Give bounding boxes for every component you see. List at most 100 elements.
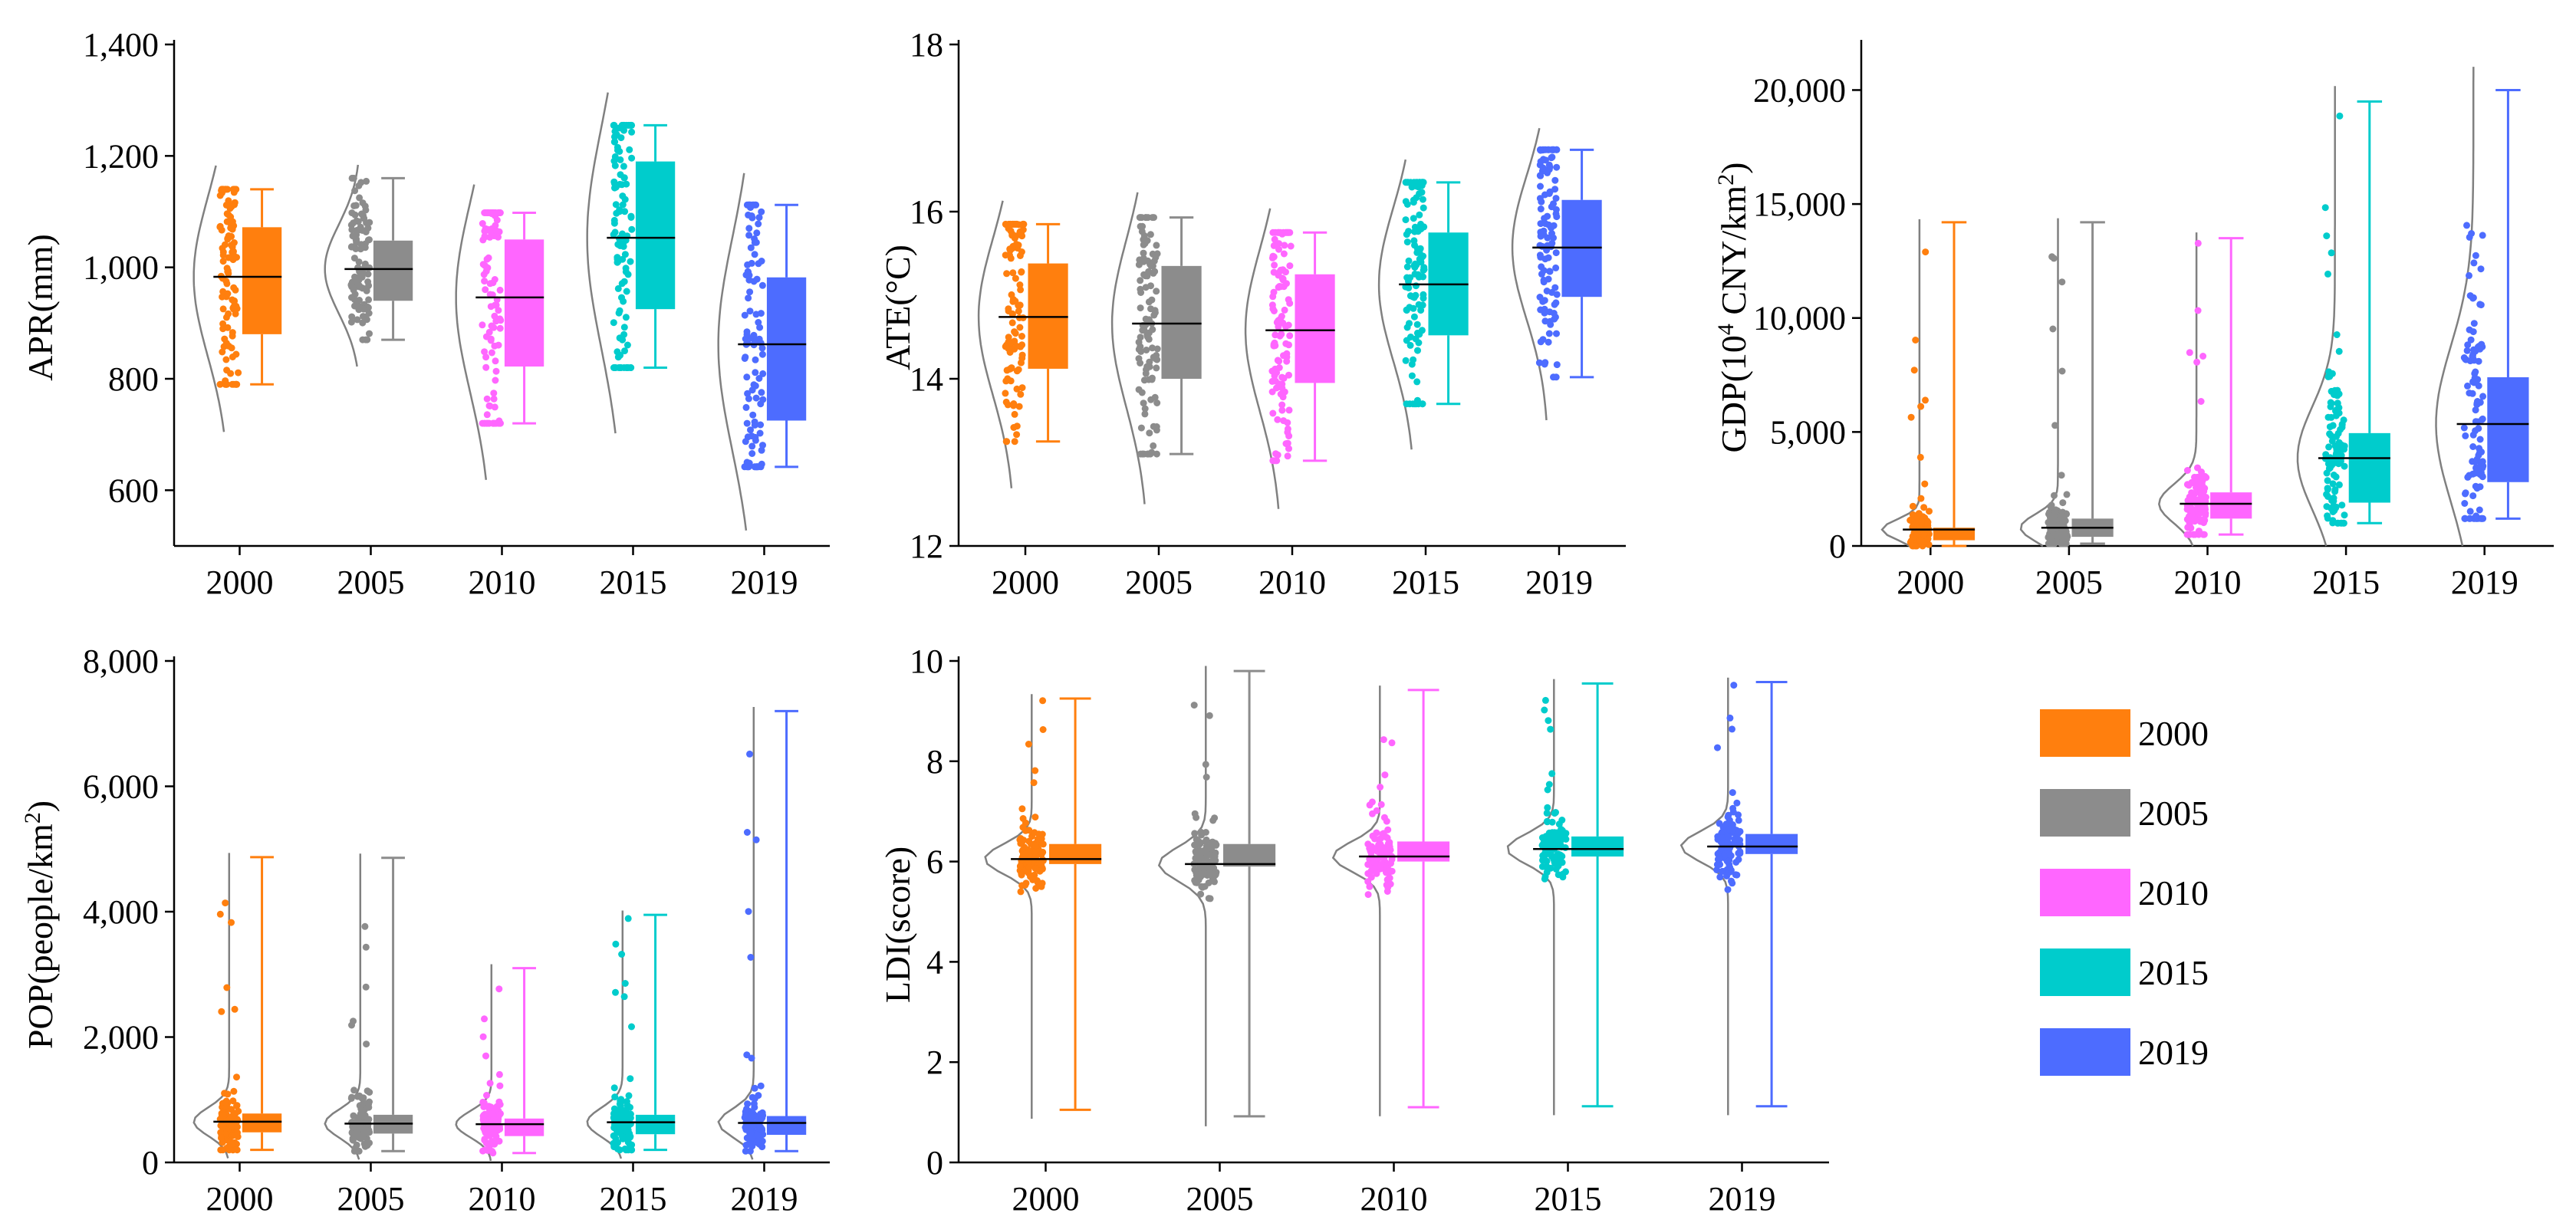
data-point xyxy=(480,271,488,278)
data-point xyxy=(2466,233,2473,241)
iqr-box xyxy=(1223,843,1276,867)
data-point xyxy=(2467,336,2475,344)
legend-label: 2019 xyxy=(2138,1033,2209,1072)
x-tick-label: 2015 xyxy=(600,1180,667,1218)
data-point xyxy=(482,286,489,294)
data-point xyxy=(1381,771,1389,779)
data-point xyxy=(1553,213,1561,221)
data-point xyxy=(1388,867,1396,875)
data-point xyxy=(1145,268,1153,275)
data-point xyxy=(2460,424,2468,432)
data-point xyxy=(1719,867,1726,875)
data-point xyxy=(1907,517,1914,524)
data-point xyxy=(2061,516,2068,524)
data-point xyxy=(232,380,239,388)
data-point xyxy=(1272,342,1279,350)
data-point xyxy=(365,296,373,304)
data-point xyxy=(2324,477,2331,485)
data-point xyxy=(751,1084,758,1092)
data-point xyxy=(354,264,362,271)
data-point xyxy=(1547,725,1554,733)
data-point xyxy=(1281,388,1288,396)
data-point xyxy=(1373,870,1380,877)
data-point xyxy=(624,1126,632,1134)
data-point xyxy=(753,275,761,283)
data-point xyxy=(1012,330,1019,337)
data-point xyxy=(610,157,618,165)
legend-label: 2010 xyxy=(2138,873,2209,912)
x-tick-label: 2005 xyxy=(2035,564,2103,601)
data-point xyxy=(2051,492,2058,499)
data-point xyxy=(2476,301,2484,308)
data-point xyxy=(491,342,498,350)
data-point xyxy=(743,829,751,836)
data-point xyxy=(1153,426,1160,434)
data-point xyxy=(758,344,766,352)
data-point xyxy=(1212,856,1219,864)
data-point xyxy=(479,261,487,268)
data-point xyxy=(1212,840,1219,847)
series-2019: 2019 xyxy=(1679,677,1798,1218)
data-point xyxy=(222,1099,229,1106)
data-point xyxy=(1410,215,1417,222)
data-point xyxy=(1013,431,1021,439)
data-point xyxy=(1012,220,1020,228)
data-point xyxy=(1009,269,1017,277)
data-point xyxy=(1276,332,1284,340)
density-curve xyxy=(717,707,755,1160)
data-point xyxy=(2199,353,2207,360)
data-point xyxy=(2183,505,2191,513)
data-point xyxy=(1011,438,1018,445)
data-point xyxy=(1140,241,1147,248)
data-point xyxy=(2469,378,2476,386)
x-tick-label: 2005 xyxy=(337,564,405,601)
data-point xyxy=(1544,234,1551,242)
data-point xyxy=(759,370,767,377)
data-point xyxy=(225,254,232,261)
legend-item-2000: 2000 xyxy=(2040,709,2209,757)
data-point xyxy=(496,324,504,332)
iqr-box xyxy=(242,1113,282,1133)
data-point xyxy=(219,288,227,295)
data-point xyxy=(1270,242,1278,249)
data-point xyxy=(1153,399,1161,406)
data-point xyxy=(2191,531,2199,538)
data-point xyxy=(359,227,367,234)
data-point xyxy=(1735,830,1742,837)
density-curve xyxy=(984,694,1033,1119)
series-2010: 2010 xyxy=(455,184,544,601)
data-point xyxy=(755,1092,762,1100)
data-point xyxy=(1420,291,1427,298)
series-2000: 2000 xyxy=(984,694,1102,1218)
data-point xyxy=(1727,852,1735,860)
data-point xyxy=(611,1122,618,1129)
data-point xyxy=(2338,422,2346,429)
data-point xyxy=(1554,852,1561,859)
series-2015: 2015 xyxy=(2296,86,2390,601)
data-point xyxy=(612,940,620,948)
data-point xyxy=(1541,305,1548,313)
x-tick-label: 2010 xyxy=(1360,1180,1428,1218)
data-point xyxy=(1403,274,1411,281)
data-point xyxy=(1212,849,1219,856)
scatter-points xyxy=(1190,702,1220,902)
data-point xyxy=(360,1131,367,1139)
data-point xyxy=(750,331,758,339)
y-tick-label: 10 xyxy=(910,643,943,680)
data-point xyxy=(620,174,628,182)
y-tick-label: 16 xyxy=(910,193,943,231)
data-point xyxy=(614,241,622,248)
data-point xyxy=(2476,445,2483,452)
data-point xyxy=(2469,294,2477,302)
iqr-box xyxy=(504,1118,544,1136)
data-point xyxy=(1550,200,1557,208)
data-point xyxy=(1019,824,1027,831)
density-curve xyxy=(192,853,231,1159)
data-point xyxy=(1922,396,1929,404)
data-point xyxy=(617,351,624,359)
data-point xyxy=(490,1116,498,1123)
data-point xyxy=(2461,515,2469,522)
data-point xyxy=(225,211,232,219)
data-point xyxy=(488,1137,495,1145)
data-point xyxy=(1545,166,1553,173)
